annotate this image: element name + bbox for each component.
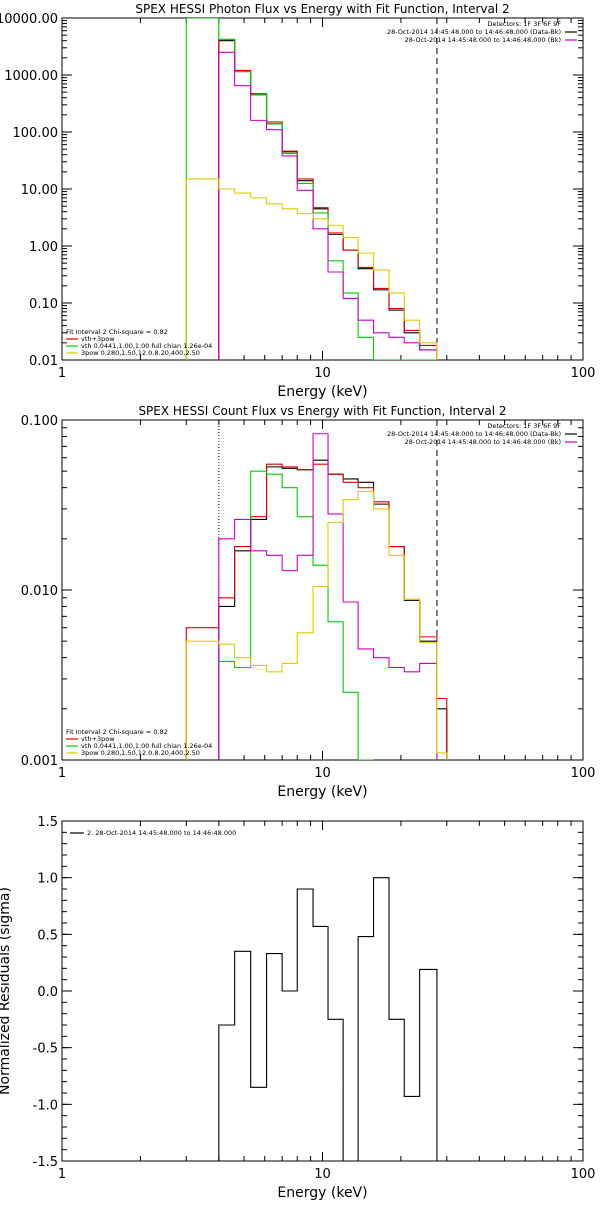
info-line: Detectors: 1F 3F 6F 9F: [487, 20, 561, 28]
fit-legend-entry: 3pow 0.280,1.50,12.0,8.20,400,2.50: [81, 349, 200, 357]
fit-info-title: Fit Interval 2 Chi-square = 0.82: [66, 328, 168, 336]
series-red-line: [185, 463, 448, 760]
y-tick-label: -1.0: [33, 1098, 58, 1113]
fit-legend-entry: vth 0.0441,1.00,1.00 full chian 1.26e-04: [81, 742, 212, 750]
fit-legend-entry: vth+3pow: [81, 335, 115, 343]
y-tick-label: 1.5: [37, 815, 58, 830]
y-tick-label: -1.5: [33, 1155, 58, 1170]
y-tick-label: 1.0: [37, 872, 58, 887]
x-tick-label: 100: [571, 1167, 596, 1182]
legend-entry: 2. 28-Oct-2014 14:45:48.000 to 14:46:48.…: [87, 829, 236, 837]
info-line: 28-Oct-2014 14:45:48.000 to 14:46:48.000…: [405, 36, 561, 44]
y-tick-label: 1000.00: [4, 69, 58, 84]
series-black-line: [218, 459, 448, 760]
y-tick-label: 0.0: [37, 985, 58, 1000]
info-line: 28-Oct-2014 14:45:48.000 to 14:46:48.000…: [405, 438, 561, 446]
x-tick-label: 1: [58, 1167, 66, 1182]
y-tick-label: 0.001: [21, 754, 58, 769]
fit-legend-entry: 3pow 0.280,1.50,12.0,8.20,400,2.50: [81, 749, 200, 757]
y-tick-label: 100.00: [13, 126, 59, 141]
chart-title: SPEX HESSI Photon Flux vs Energy with Fi…: [135, 2, 509, 16]
x-tick-label: 1: [58, 366, 66, 381]
series-magenta-line: [218, 51, 438, 360]
chart-title: SPEX HESSI Count Flux vs Energy with Fit…: [138, 404, 506, 418]
y-tick-label: 10000.00: [0, 12, 58, 27]
y-tick-label: 0.10: [29, 297, 58, 312]
series-magenta-line: [218, 433, 438, 760]
y-tick-label: 10.00: [21, 183, 58, 198]
x-axis-label: Energy (keV): [277, 784, 367, 800]
x-axis-label: Energy (keV): [277, 384, 367, 400]
x-tick-label: 100: [571, 366, 596, 381]
plot-frame-1: [61, 17, 584, 361]
plot-frame-2: [61, 419, 584, 761]
x-tick-label: 100: [571, 766, 596, 781]
series-residuals-line: [218, 877, 438, 1161]
plot-frame-3: [61, 820, 584, 1162]
y-tick-label: 1.00: [29, 240, 58, 255]
y-tick-label: 0.01: [29, 354, 58, 369]
info-line: 28-Oct-2014 14:45:48.000 to 14:46:48.000…: [387, 28, 561, 36]
fit-legend-entry: vth+3pow: [81, 735, 115, 743]
x-tick-label: 1: [58, 766, 66, 781]
info-line: 28-Oct-2014 14:45:48.000 to 14:46:48.000…: [387, 430, 561, 438]
x-tick-label: 10: [314, 366, 331, 381]
series-yellow-line: [185, 178, 438, 360]
y-tick-label: 0.5: [37, 928, 58, 943]
x-tick-label: 10: [314, 1167, 331, 1182]
info-line: Detectors: 1F 3F 6F 9F: [487, 422, 561, 430]
series-green-line: [218, 470, 374, 760]
fit-legend-entry: vth 0.0441,1.00,1.00 full chian 1.26e-04: [81, 342, 212, 350]
series-yellow-line: [185, 490, 448, 760]
y-tick-label: 0.100: [21, 414, 58, 429]
y-tick-label: -0.5: [33, 1042, 58, 1057]
y-axis-label: Normalized Residuals (sigma): [0, 887, 13, 1095]
y-tick-label: 0.010: [21, 584, 58, 599]
x-tick-label: 10: [314, 766, 331, 781]
x-axis-label: Energy (keV): [277, 1185, 367, 1200]
fit-info-title: Fit Interval 2 Chi-square = 0.82: [66, 728, 168, 736]
